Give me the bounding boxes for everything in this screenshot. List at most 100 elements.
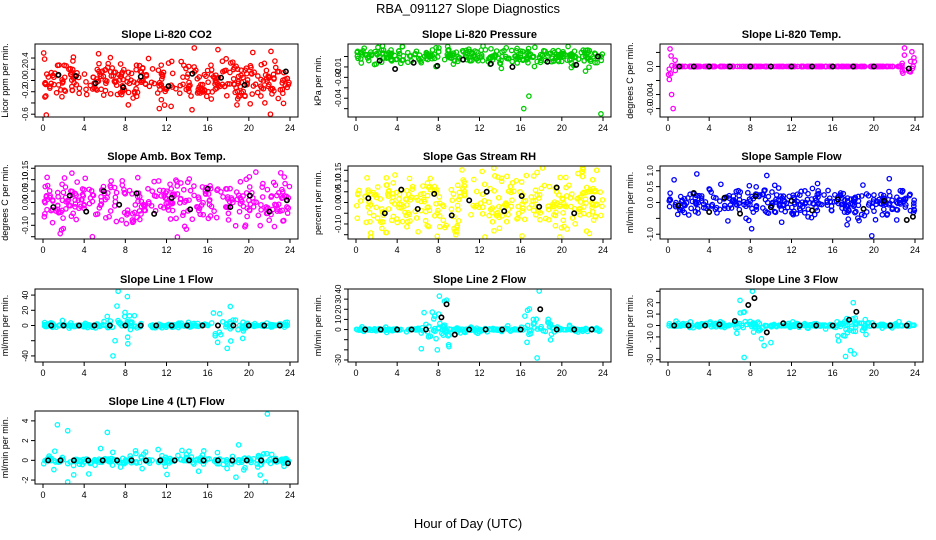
data-point-black xyxy=(903,322,910,329)
data-point xyxy=(107,459,114,465)
data-point xyxy=(163,188,170,195)
y-tick-label: -0.10 xyxy=(334,214,343,233)
data-point xyxy=(476,326,483,333)
data-point-black xyxy=(685,322,692,329)
data-point xyxy=(70,210,76,217)
data-point xyxy=(537,216,543,223)
panel-3: Slope Li-820 Temp. degrees C per min. 0 4 8 1… xyxy=(625,29,924,133)
data-point xyxy=(268,193,275,199)
panel-title: Slope Line 2 Flow xyxy=(433,274,526,286)
data-point xyxy=(257,222,264,229)
data-point xyxy=(108,178,114,184)
data-point xyxy=(140,201,147,208)
data-point xyxy=(550,47,556,54)
data-point xyxy=(477,200,484,207)
data-point-black xyxy=(553,326,560,333)
data-point xyxy=(199,87,205,93)
data-point xyxy=(549,203,556,210)
data-point xyxy=(577,212,583,218)
data-point xyxy=(802,188,808,194)
data-point xyxy=(109,449,116,456)
data-point xyxy=(107,68,114,75)
data-point xyxy=(479,191,486,198)
data-point xyxy=(151,178,158,185)
data-point xyxy=(174,183,181,189)
data-point xyxy=(791,208,797,215)
data-point xyxy=(493,210,500,217)
data-point xyxy=(762,196,769,203)
y-tick-label: -0.2 xyxy=(21,84,30,98)
y-tick-label: -1.0 xyxy=(646,227,655,241)
x-tick-label: 24 xyxy=(285,245,295,255)
data-point xyxy=(69,170,75,177)
data-point xyxy=(123,220,130,227)
y-tick-label: -30 xyxy=(646,353,655,365)
data-point xyxy=(230,317,236,323)
data-point xyxy=(286,183,293,190)
data-point xyxy=(420,183,426,189)
data-point-black xyxy=(142,457,149,464)
data-point xyxy=(671,176,677,183)
data-point xyxy=(429,309,436,315)
data-point xyxy=(223,55,230,62)
data-point xyxy=(130,95,136,101)
plot-frame xyxy=(659,165,924,240)
data-point-outlier xyxy=(452,231,459,238)
data-point xyxy=(782,208,789,215)
data-point-black xyxy=(227,204,234,211)
data-point xyxy=(142,449,149,455)
data-point xyxy=(425,184,432,191)
x-tick-label: 8 xyxy=(748,123,753,133)
data-point xyxy=(499,212,506,219)
data-point xyxy=(814,180,821,187)
data-point xyxy=(446,326,453,332)
data-point xyxy=(769,189,775,195)
data-point xyxy=(142,207,149,214)
data-point xyxy=(52,459,59,465)
data-point-black xyxy=(114,457,121,464)
x-tick-label: 0 xyxy=(665,368,670,378)
data-point xyxy=(81,202,87,209)
data-point xyxy=(167,216,174,222)
data-point xyxy=(497,60,504,67)
data-point xyxy=(418,198,425,205)
data-point xyxy=(208,320,215,326)
figure-title: RBA_091127 Slope Diagnostics xyxy=(375,1,561,16)
data-point xyxy=(107,90,114,97)
panel-title: Slope Line 3 Flow xyxy=(745,274,838,286)
data-point-black xyxy=(376,57,383,64)
data-point-black xyxy=(721,194,728,201)
data-point xyxy=(250,204,257,210)
data-point xyxy=(531,63,538,70)
data-point-black xyxy=(537,306,544,313)
data-point xyxy=(95,50,102,57)
data-point xyxy=(240,325,247,332)
data-point xyxy=(519,201,525,207)
data-point xyxy=(59,181,66,188)
data-point xyxy=(776,200,783,207)
data-point xyxy=(894,200,901,207)
data-point-outlier xyxy=(382,229,389,236)
data-point xyxy=(408,194,414,200)
y-tick-label: -10 xyxy=(646,331,655,343)
data-point xyxy=(441,224,448,231)
data-point xyxy=(122,190,129,197)
data-point xyxy=(49,219,56,226)
data-point xyxy=(390,180,397,186)
x-tick-label: 12 xyxy=(474,245,484,255)
data-point xyxy=(899,187,906,194)
data-point xyxy=(225,210,232,217)
data-point xyxy=(55,193,62,200)
data-point xyxy=(753,204,760,210)
data-point xyxy=(491,188,498,194)
series-points xyxy=(665,45,918,112)
data-point-black xyxy=(187,206,194,213)
data-point-black xyxy=(381,210,388,217)
data-point-black xyxy=(487,60,494,67)
data-point xyxy=(134,193,141,200)
x-tick-label: 20 xyxy=(244,123,254,133)
data-point xyxy=(834,318,840,325)
data-point xyxy=(539,166,546,171)
data-point-black xyxy=(763,329,770,336)
data-point xyxy=(844,321,851,328)
